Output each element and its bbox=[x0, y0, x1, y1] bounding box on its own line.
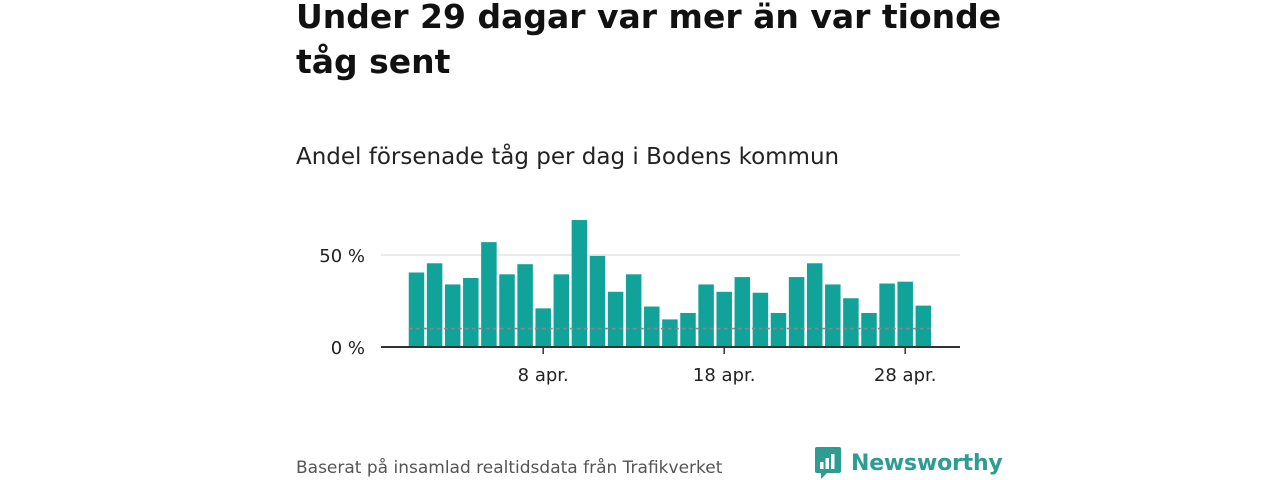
bar bbox=[517, 264, 533, 347]
bar bbox=[879, 283, 895, 347]
bar bbox=[680, 312, 696, 347]
bar bbox=[571, 220, 588, 347]
chart-title: Under 29 dagar var mer än var tionde tåg… bbox=[296, 0, 1002, 81]
bar bbox=[444, 284, 461, 347]
bar bbox=[770, 312, 787, 347]
bar bbox=[625, 274, 642, 347]
bar bbox=[915, 305, 932, 347]
bar bbox=[589, 255, 606, 347]
bar bbox=[408, 272, 425, 347]
chart-subtitle: Andel försenade tåg per dag i Bodens kom… bbox=[296, 144, 840, 170]
bar bbox=[788, 277, 805, 347]
x-tick-label: 28 apr. bbox=[874, 365, 937, 386]
bar bbox=[843, 298, 859, 347]
bar bbox=[752, 292, 769, 347]
newsworthy-logo-icon bbox=[815, 447, 841, 479]
bar bbox=[553, 274, 570, 347]
bar bbox=[698, 284, 714, 347]
bar bbox=[463, 278, 479, 347]
bar bbox=[861, 312, 877, 347]
y-tick-label: 0 % bbox=[331, 338, 365, 359]
x-tick-label: 18 apr. bbox=[693, 365, 756, 386]
bar bbox=[825, 284, 841, 347]
bar bbox=[897, 281, 913, 347]
source-note: Baserat på insamlad realtidsdata från Tr… bbox=[296, 458, 723, 478]
brand-logo[interactable]: Newsworthy bbox=[814, 446, 1003, 480]
bar bbox=[806, 263, 823, 347]
bar bbox=[535, 308, 551, 347]
bar bbox=[426, 263, 443, 347]
axis-layer: 0 % 50 % 8 apr. 18 apr. 28 apr. bbox=[319, 246, 960, 386]
x-tick-label: 8 apr. bbox=[518, 365, 569, 386]
bar bbox=[716, 291, 732, 347]
bar bbox=[644, 306, 660, 347]
y-tick-label: 50 % bbox=[319, 246, 365, 267]
brand-name: Newsworthy bbox=[851, 450, 1003, 476]
bar bbox=[662, 319, 678, 347]
bar bbox=[499, 274, 515, 347]
bar bbox=[481, 242, 497, 347]
bar bbox=[607, 291, 624, 347]
bar bbox=[734, 277, 751, 347]
